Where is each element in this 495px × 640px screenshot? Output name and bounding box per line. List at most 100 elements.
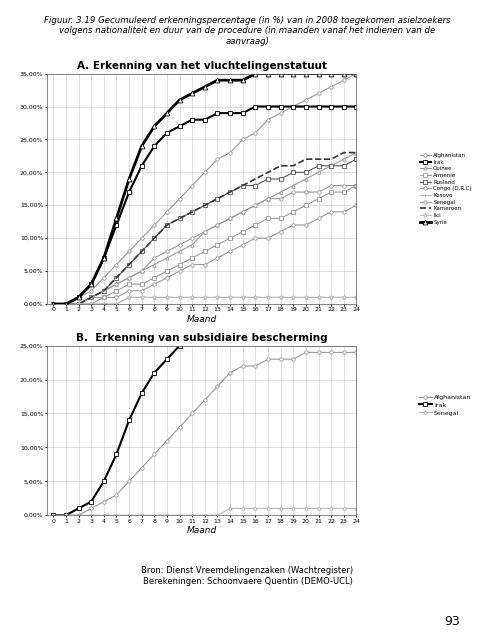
Guinee bbox=[202, 228, 208, 236]
Irak bbox=[113, 451, 119, 458]
Congo (D.R.C) bbox=[353, 182, 359, 189]
Syrie bbox=[63, 300, 69, 308]
Syrie bbox=[151, 122, 157, 130]
Line: Afghanistan: Afghanistan bbox=[51, 351, 358, 517]
Rusland bbox=[151, 234, 157, 242]
Afghanistan bbox=[290, 355, 296, 363]
Kameroen bbox=[353, 148, 359, 156]
Rusland bbox=[139, 248, 145, 255]
Afghanistan bbox=[278, 355, 284, 363]
Irak bbox=[126, 188, 132, 196]
Congo (D.R.C) bbox=[76, 300, 82, 308]
Kameroen bbox=[151, 234, 157, 242]
Senegal bbox=[290, 504, 296, 512]
Syrie bbox=[139, 142, 145, 150]
Syrie bbox=[126, 175, 132, 183]
Afghanistan bbox=[126, 477, 132, 485]
Armenie bbox=[151, 274, 157, 282]
Rusland bbox=[214, 195, 220, 202]
Irak bbox=[353, 301, 359, 308]
Congo (D.R.C) bbox=[265, 195, 271, 202]
Legend: Afghanistan, Irak, Guinee, Armenie, Rusland, Congo (D.R.C), Kosovo, Senegal, Kam: Afghanistan, Irak, Guinee, Armenie, Rusl… bbox=[418, 151, 474, 227]
Armenie bbox=[126, 280, 132, 288]
Armenie bbox=[113, 287, 119, 294]
Senegal bbox=[189, 511, 195, 519]
Syrie bbox=[290, 70, 296, 77]
Guinee bbox=[76, 300, 82, 308]
Kosovo bbox=[227, 294, 233, 301]
Armenie bbox=[290, 208, 296, 216]
Afghanistan bbox=[113, 491, 119, 499]
Kosovo bbox=[240, 294, 246, 301]
Irak bbox=[50, 511, 56, 519]
Guinee bbox=[88, 294, 94, 301]
Irak bbox=[202, 328, 208, 336]
Rusland bbox=[278, 175, 284, 183]
Kameroen bbox=[303, 156, 309, 163]
Senegal bbox=[177, 268, 183, 275]
Congo (D.R.C) bbox=[189, 234, 195, 242]
Congo (D.R.C) bbox=[164, 248, 170, 255]
Irak bbox=[177, 342, 183, 349]
Armenie bbox=[341, 188, 346, 196]
Line: Iici: Iici bbox=[51, 295, 359, 307]
Irak bbox=[353, 102, 359, 110]
Congo (D.R.C) bbox=[202, 228, 208, 236]
Line: Irak: Irak bbox=[51, 105, 358, 306]
Afghanistan bbox=[278, 109, 284, 117]
Afghanistan bbox=[189, 182, 195, 189]
Irak bbox=[202, 116, 208, 124]
Afghanistan bbox=[177, 195, 183, 202]
Syrie bbox=[101, 254, 107, 262]
Kameroen bbox=[341, 148, 346, 156]
Afghanistan bbox=[240, 362, 246, 370]
Iici bbox=[265, 294, 271, 301]
Iici bbox=[164, 294, 170, 301]
Senegal bbox=[50, 511, 56, 519]
Guinee bbox=[315, 168, 321, 176]
Rusland bbox=[227, 188, 233, 196]
Kameroen bbox=[189, 208, 195, 216]
Armenie bbox=[202, 248, 208, 255]
Armenie bbox=[240, 228, 246, 236]
Kosovo bbox=[151, 294, 157, 301]
Irak bbox=[265, 315, 271, 323]
Armenie bbox=[265, 214, 271, 222]
Congo (D.R.C) bbox=[151, 254, 157, 262]
Congo (D.R.C) bbox=[50, 300, 56, 308]
Guinee bbox=[189, 241, 195, 248]
Senegal bbox=[202, 511, 208, 519]
Senegal bbox=[76, 511, 82, 519]
Iici bbox=[189, 294, 195, 301]
Kosovo bbox=[126, 294, 132, 301]
Senegal bbox=[278, 504, 284, 512]
Legend: Afghanistan, Irak, Senegal: Afghanistan, Irak, Senegal bbox=[417, 392, 474, 418]
Irak bbox=[303, 102, 309, 110]
Senegal bbox=[164, 511, 170, 519]
Rusland bbox=[88, 294, 94, 301]
Kameroen bbox=[76, 300, 82, 308]
Afghanistan bbox=[76, 294, 82, 301]
Kameroen bbox=[50, 300, 56, 308]
Irak bbox=[328, 308, 334, 316]
Congo (D.R.C) bbox=[252, 202, 258, 209]
Congo (D.R.C) bbox=[88, 294, 94, 301]
Irak bbox=[252, 315, 258, 323]
Guinee bbox=[214, 221, 220, 229]
Irak bbox=[76, 504, 82, 512]
Afghanistan bbox=[303, 349, 309, 356]
Iici bbox=[63, 300, 69, 308]
Irak bbox=[227, 109, 233, 117]
Senegal bbox=[88, 511, 94, 519]
Iici bbox=[227, 294, 233, 301]
Afghanistan bbox=[214, 383, 220, 390]
Line: Senegal: Senegal bbox=[51, 204, 358, 306]
Afghanistan bbox=[189, 410, 195, 417]
Guinee bbox=[240, 208, 246, 216]
Irak bbox=[240, 321, 246, 329]
Kameroen bbox=[328, 156, 334, 163]
Irak bbox=[341, 102, 346, 110]
Congo (D.R.C) bbox=[303, 188, 309, 196]
Kameroen bbox=[177, 214, 183, 222]
Irak bbox=[278, 102, 284, 110]
